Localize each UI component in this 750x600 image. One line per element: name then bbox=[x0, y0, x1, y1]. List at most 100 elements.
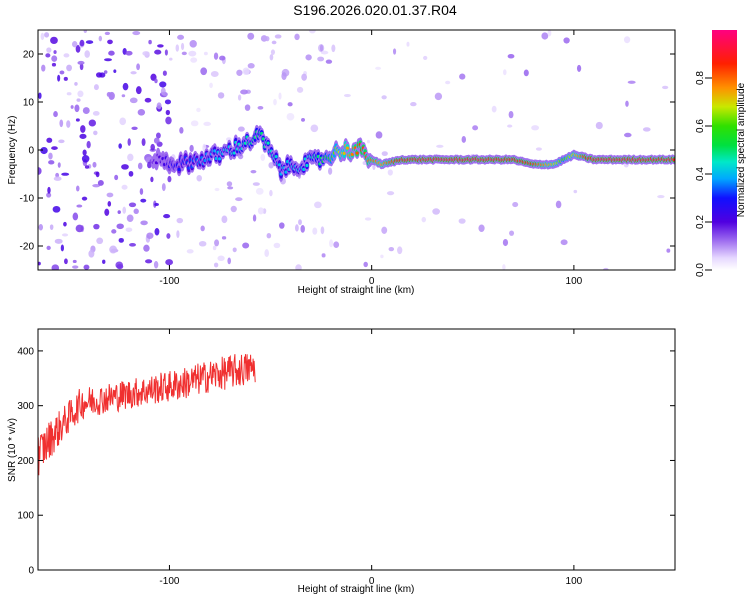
heatmap-speckle bbox=[71, 41, 78, 48]
heatmap-speckle bbox=[252, 182, 260, 186]
heatmap-speckle bbox=[177, 34, 185, 40]
heatmap-speckle bbox=[76, 98, 81, 102]
heatmap-speckle bbox=[59, 70, 65, 75]
heatmap-speckle bbox=[63, 76, 68, 81]
heatmap-speckle bbox=[512, 201, 519, 208]
heatmap-speckle bbox=[603, 267, 609, 270]
heatmap-speckle bbox=[662, 85, 669, 90]
heatmap-speckle bbox=[317, 56, 325, 62]
colorbar-tick-label: 0.2 bbox=[695, 215, 706, 229]
heatmap-speckle bbox=[153, 261, 159, 269]
heatmap-speckle bbox=[121, 184, 128, 190]
y-tick-label: 200 bbox=[17, 456, 34, 467]
colorbar-label: Normalized spectral amplitude bbox=[736, 82, 747, 217]
heatmap-speckle bbox=[125, 227, 133, 232]
heatmap-speckle bbox=[70, 105, 74, 109]
heatmap-speckle bbox=[406, 41, 410, 47]
heatmap-speckle bbox=[502, 264, 506, 270]
heatmap-speckle bbox=[509, 230, 515, 236]
heatmap-speckle bbox=[421, 216, 427, 223]
heatmap-ridge-core bbox=[342, 151, 346, 155]
heatmap-speckle bbox=[74, 104, 80, 113]
colorbar-tick-label: 0.6 bbox=[695, 119, 706, 133]
heatmap-speckle bbox=[387, 169, 393, 176]
heatmap-speckle bbox=[576, 64, 582, 72]
heatmap-speckle bbox=[189, 40, 197, 48]
heatmap-speckle bbox=[274, 34, 282, 39]
heatmap-speckle bbox=[308, 30, 316, 34]
heatmap-speckle bbox=[54, 238, 63, 244]
heatmap-speckle bbox=[642, 127, 651, 132]
heatmap-ridge-core bbox=[274, 154, 278, 159]
heatmap-speckle bbox=[445, 80, 451, 85]
heatmap-ridge-core bbox=[355, 151, 359, 155]
heatmap-speckle bbox=[93, 223, 100, 230]
heatmap-speckle bbox=[93, 84, 99, 91]
heatmap-speckle bbox=[219, 55, 226, 61]
heatmap-speckle bbox=[109, 245, 118, 254]
heatmap-speckle bbox=[472, 125, 479, 131]
heatmap-speckle bbox=[52, 205, 61, 213]
heatmap-speckle bbox=[66, 92, 72, 96]
heatmap-speckle bbox=[252, 214, 257, 222]
snr-x-axis-label: Height of straight line (km) bbox=[298, 584, 415, 595]
heatmap-speckle bbox=[75, 44, 81, 53]
heatmap-speckle bbox=[164, 99, 172, 105]
heatmap-speckle bbox=[200, 67, 208, 76]
heatmap-speckle bbox=[137, 109, 146, 116]
heatmap-speckle bbox=[268, 162, 274, 169]
colorbar-tick-label: 0.8 bbox=[695, 71, 706, 85]
heatmap-speckle bbox=[242, 67, 250, 76]
heatmap-speckle bbox=[459, 73, 466, 80]
heatmap-speckle bbox=[93, 130, 98, 136]
heatmap-ridge-core bbox=[284, 170, 288, 174]
heatmap-speckle bbox=[210, 70, 219, 78]
heatmap-ridge-core bbox=[232, 151, 236, 155]
snr-x-ticks: -100 0 100 bbox=[159, 329, 583, 587]
heatmap-speckle bbox=[146, 232, 154, 239]
heatmap-speckle bbox=[203, 51, 208, 56]
heatmap-speckle bbox=[128, 202, 137, 208]
heatmap-speckle bbox=[423, 55, 428, 60]
heatmap-speckle bbox=[150, 143, 155, 151]
heatmap-speckle bbox=[154, 78, 158, 84]
heatmap-speckle bbox=[156, 102, 162, 110]
heatmap-speckle bbox=[162, 70, 167, 76]
y-tick-label: 300 bbox=[17, 401, 34, 412]
heatmap-speckle bbox=[250, 169, 257, 174]
heatmap-speckle bbox=[273, 98, 277, 106]
heatmap-speckle bbox=[281, 72, 287, 81]
heatmap-speckle bbox=[114, 174, 119, 181]
y-tick-label: -10 bbox=[20, 194, 35, 205]
heatmap-speckle bbox=[111, 229, 117, 234]
heatmap-speckle bbox=[81, 154, 90, 163]
y-tick-label: 400 bbox=[17, 346, 34, 357]
heatmap-speckle bbox=[104, 208, 110, 216]
heatmap-speckle bbox=[104, 31, 111, 36]
heatmap-speckle bbox=[96, 237, 104, 245]
heatmap-speckle bbox=[77, 60, 85, 65]
heatmap-speckle bbox=[381, 151, 388, 157]
heatmap-speckle bbox=[154, 227, 160, 236]
heatmap-speckle bbox=[55, 172, 60, 178]
heatmap-ridge-core bbox=[305, 163, 309, 168]
heatmap-speckle bbox=[221, 236, 227, 240]
heatmap-speckle bbox=[163, 213, 171, 219]
spectrogram-y-axis-label: Frequency (Hz) bbox=[7, 116, 18, 185]
heatmap-speckle bbox=[266, 233, 272, 239]
heatmap-speckle bbox=[155, 132, 161, 139]
snr-frame bbox=[37, 328, 676, 571]
heatmap-speckle bbox=[180, 42, 185, 51]
heatmap-speckle bbox=[227, 257, 232, 265]
heatmap-speckle bbox=[83, 264, 90, 270]
heatmap-speckle bbox=[386, 191, 395, 196]
heatmap-ridge-core bbox=[345, 146, 349, 150]
heatmap-speckle bbox=[80, 125, 86, 133]
heatmap-speckle bbox=[508, 110, 514, 119]
heatmap-speckle bbox=[103, 70, 108, 74]
y-tick-label: -20 bbox=[20, 242, 35, 253]
heatmap-speckle bbox=[66, 120, 71, 128]
heatmap-speckle bbox=[563, 37, 570, 44]
heatmap-ridge-core bbox=[672, 158, 675, 162]
heatmap-speckle bbox=[333, 241, 340, 249]
